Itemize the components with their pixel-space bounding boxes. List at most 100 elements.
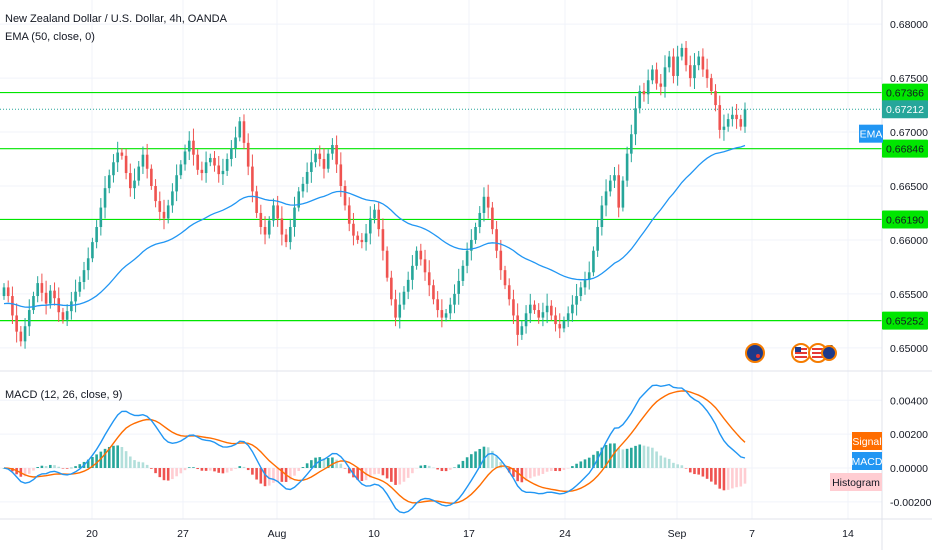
histogram-bar [343,468,347,469]
candle-body [705,69,709,79]
histogram-bar [352,468,355,478]
us-flag-icon[interactable] [791,343,811,363]
price-tick-label: 0.65500 [890,289,928,301]
histogram-bar [360,468,364,481]
price-axis[interactable]: 0.68000 0.67500 0.67000 0.66500 0.66000 0.655… [890,19,928,355]
macd-tick-label: 0.00000 [890,463,928,475]
time-tick-label: 7 [749,528,755,540]
level-badge-text: 0.65252 [886,316,924,328]
histogram-bar [166,468,170,481]
histogram-bar [390,468,393,482]
macd-pane[interactable] [2,383,747,514]
histogram-bar [339,463,343,468]
histogram-bar [86,459,90,468]
candle-body [293,207,296,227]
candle-body [507,285,511,300]
macd-histogram[interactable] [2,443,747,491]
histogram-bar [562,468,566,471]
candle-body [423,259,427,273]
histogram-bar [448,468,452,470]
candle-body [179,164,183,176]
macd-line[interactable] [3,383,746,514]
histogram-bar [592,454,595,468]
candle-body [461,265,465,281]
candle-body [621,180,625,208]
histogram-bar [255,468,258,480]
macd-axis[interactable]: 0.00400 0.00200 0.00000 -0.00200 [890,395,932,509]
candle-body [305,171,309,184]
histogram-bar [583,459,587,468]
price-axis-badges[interactable]: 0.67366 0.66846 0.66190 0.65252 0.67212 EMA [859,83,928,330]
candle-body [680,47,684,57]
ema-indicator-label[interactable]: EMA (50, close, 0) [5,31,95,43]
grid [0,0,882,519]
candle-body [352,223,355,236]
histogram-bar [735,468,738,488]
horizontal-levels[interactable] [0,91,882,322]
histogram-bar [242,466,246,468]
candle-body [310,162,313,172]
macd-indicator-label[interactable]: MACD (12, 26, close, 9) [5,389,122,401]
candle-body [19,331,23,342]
candle-body [230,148,233,160]
histogram-bar [705,468,709,479]
price-pane[interactable] [0,41,882,349]
candle-body [528,304,532,314]
histogram-bar [368,468,372,478]
nz-flag-icon[interactable] [745,343,765,363]
histogram-bar [57,466,61,468]
histogram-bar [78,464,82,468]
candle-body [301,183,305,192]
histogram-bar [499,462,503,468]
candle-body [499,250,503,271]
histogram-bar [495,456,498,468]
candle-body [638,91,642,109]
histogram-bar [444,468,448,472]
candle-body [634,108,637,135]
histogram-bar [537,468,540,476]
histogram-bar [225,468,229,473]
candle-body [587,272,591,280]
ema-line[interactable] [3,144,746,308]
candle-body [326,153,330,169]
candle-body [246,142,250,167]
candle-body [267,220,271,235]
candle-body [503,270,507,286]
candle-body [137,166,141,181]
candlesticks[interactable] [2,41,747,349]
candle-body [495,229,498,251]
candle-body [625,153,629,181]
time-tick-label: 17 [463,528,475,540]
candle-body [2,287,6,297]
time-tick-label: 10 [368,528,380,540]
histogram-bar [566,468,570,469]
time-axis[interactable]: 20 27 Aug 10 17 24 Sep 7 14 [86,528,854,540]
candle-body [221,170,225,175]
candle-body [419,250,423,260]
candle-body [385,250,389,278]
candle-body [512,299,515,316]
signal-line[interactable] [3,390,746,504]
histogram-bar [314,457,317,468]
candle-body [710,78,713,92]
candle-body [714,91,717,106]
macd-legend-tags[interactable]: Signal MACD Histogram [830,432,883,491]
economic-events[interactable]: 2 [745,343,837,363]
histogram-bar [402,468,406,482]
level-badge-text: 0.66846 [886,144,924,156]
candle-body [474,226,477,240]
candle-body [162,211,166,219]
candle-body [533,304,536,311]
price-tick-label: 0.67000 [890,127,928,139]
candle-body [406,279,410,292]
candle-body [234,137,237,149]
histogram-bar [272,468,275,483]
histogram-bar [482,446,486,468]
histogram-bar [74,466,77,468]
level-badge-bg [882,139,928,158]
nz-flag-icon-2[interactable] [821,345,837,361]
candle-body [697,56,700,66]
macd-tag-text: MACD [852,456,883,468]
histogram-bar [196,468,199,470]
